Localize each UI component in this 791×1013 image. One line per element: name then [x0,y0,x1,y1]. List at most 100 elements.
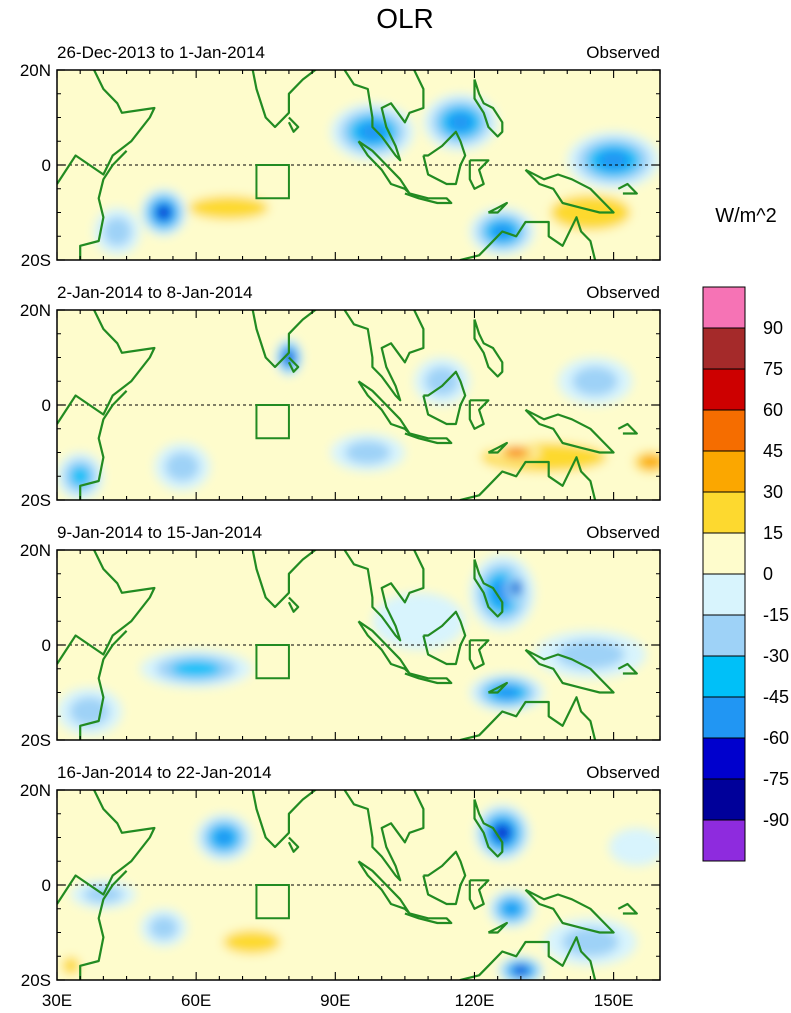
coastline [468,639,490,670]
colorbar-swatch [702,491,746,534]
coastline [617,182,638,195]
colorbar-level-label: -75 [763,769,789,789]
colorbar-level-label: 60 [763,400,783,420]
anomaly-contour [508,449,525,456]
coastline [343,790,425,882]
coastline [617,422,638,435]
anomaly-contour [69,465,91,487]
coastline [422,370,467,426]
coastline [422,850,467,906]
colorbar-swatch [702,573,746,616]
map-panel: 26-Dec-2013 to 1-Jan-2014 Observed 20N 0 20S [20,43,661,270]
anomaly-contour [214,829,234,846]
coastline [57,550,156,665]
target-region-box [255,644,290,680]
anomaly-contour [344,440,391,465]
colorbar-level-label: -30 [763,646,789,666]
y-tick-label: 0 [42,156,51,175]
colorbar-level-label: -60 [763,728,789,748]
anomaly-contour [157,205,171,220]
units-label: W/m^2 [715,205,777,227]
coastline [186,550,318,609]
panel-period-label: 9-Jan-2014 to 15-Jan-2014 [57,523,262,542]
coastline [425,550,430,552]
coastline [487,201,508,214]
coastline [422,610,467,666]
y-tick-label: 20N [20,301,51,320]
coastline [357,620,411,675]
anomaly-contour [149,916,178,940]
coastlines [57,790,638,980]
anomaly-contour [608,706,660,736]
colorbar-swatch [702,450,746,493]
coastline [57,70,156,185]
coastline [473,799,504,858]
x-tick-label: 150E [594,991,634,1010]
coastline [425,70,430,72]
coastline [404,192,453,205]
anomaly-contour [513,584,519,592]
anomaly-contour [171,660,221,678]
colorbar-level-label: -45 [763,687,789,707]
coastline [357,860,411,915]
coastline [524,888,615,934]
coastline [487,681,508,694]
coastline [422,130,467,186]
coastline [404,912,453,925]
colorbar-level-label: 30 [763,482,783,502]
colorbar-swatch [702,778,746,821]
anomaly-contour [223,930,281,954]
anomaly-contour [503,902,520,916]
x-tick-label: 120E [455,991,495,1010]
colorbar-swatch [702,368,746,411]
coastline [468,879,490,910]
coastline [404,432,453,445]
anomaly-contour [242,103,289,151]
coastline [487,921,508,934]
x-tick-label: 60E [181,991,211,1010]
anomaly-contour [94,414,150,453]
coastline [468,159,490,190]
colorbar-level-label: 75 [763,359,783,379]
olr-field [57,790,660,980]
coastline [343,70,425,162]
anomaly-contour [188,196,269,220]
panel-tag-label: Observed [586,43,660,62]
colorbar-swatch [702,327,746,370]
coastline [524,648,615,694]
colorbar-swatch [702,532,746,575]
colorbar-swatch [702,696,746,739]
coastline [57,790,156,905]
anomaly-contour [424,366,460,396]
coastline [473,319,504,378]
colorbar: 90 75 60 45 30 15 0 -15 -30 -45 -60 -75 -90 [702,286,789,862]
anomaly-contour [357,121,387,142]
x-tick-label: 30E [42,991,72,1010]
colorbar-swatch [702,286,746,329]
coastline [425,310,430,312]
anomaly-contour [618,93,660,123]
y-tick-label: 0 [42,876,51,895]
colorbar-swatch [702,409,746,452]
coastline [57,390,128,500]
olr-field [57,70,660,260]
anomaly-contour [214,424,345,462]
anomaly-contour [640,455,660,469]
coastlines [57,550,638,740]
anomaly-contour [550,194,631,231]
y-tick-label: 20N [20,541,51,560]
anomaly-contour [186,362,280,401]
map-panel: 16-Jan-2014 to 22-Jan-2014 Observed 20N 0 20… [20,763,661,990]
coastline [473,559,504,618]
coastline [57,630,128,740]
coastline [357,140,411,195]
coastline [473,79,504,138]
anomaly-contour [572,366,618,396]
anomaly-contour [62,956,80,975]
coastline [287,356,300,373]
coastline [186,70,318,129]
coastline [186,790,318,849]
anomaly-contour [103,216,132,247]
coastline [458,216,597,260]
anomaly-contour [608,828,660,866]
